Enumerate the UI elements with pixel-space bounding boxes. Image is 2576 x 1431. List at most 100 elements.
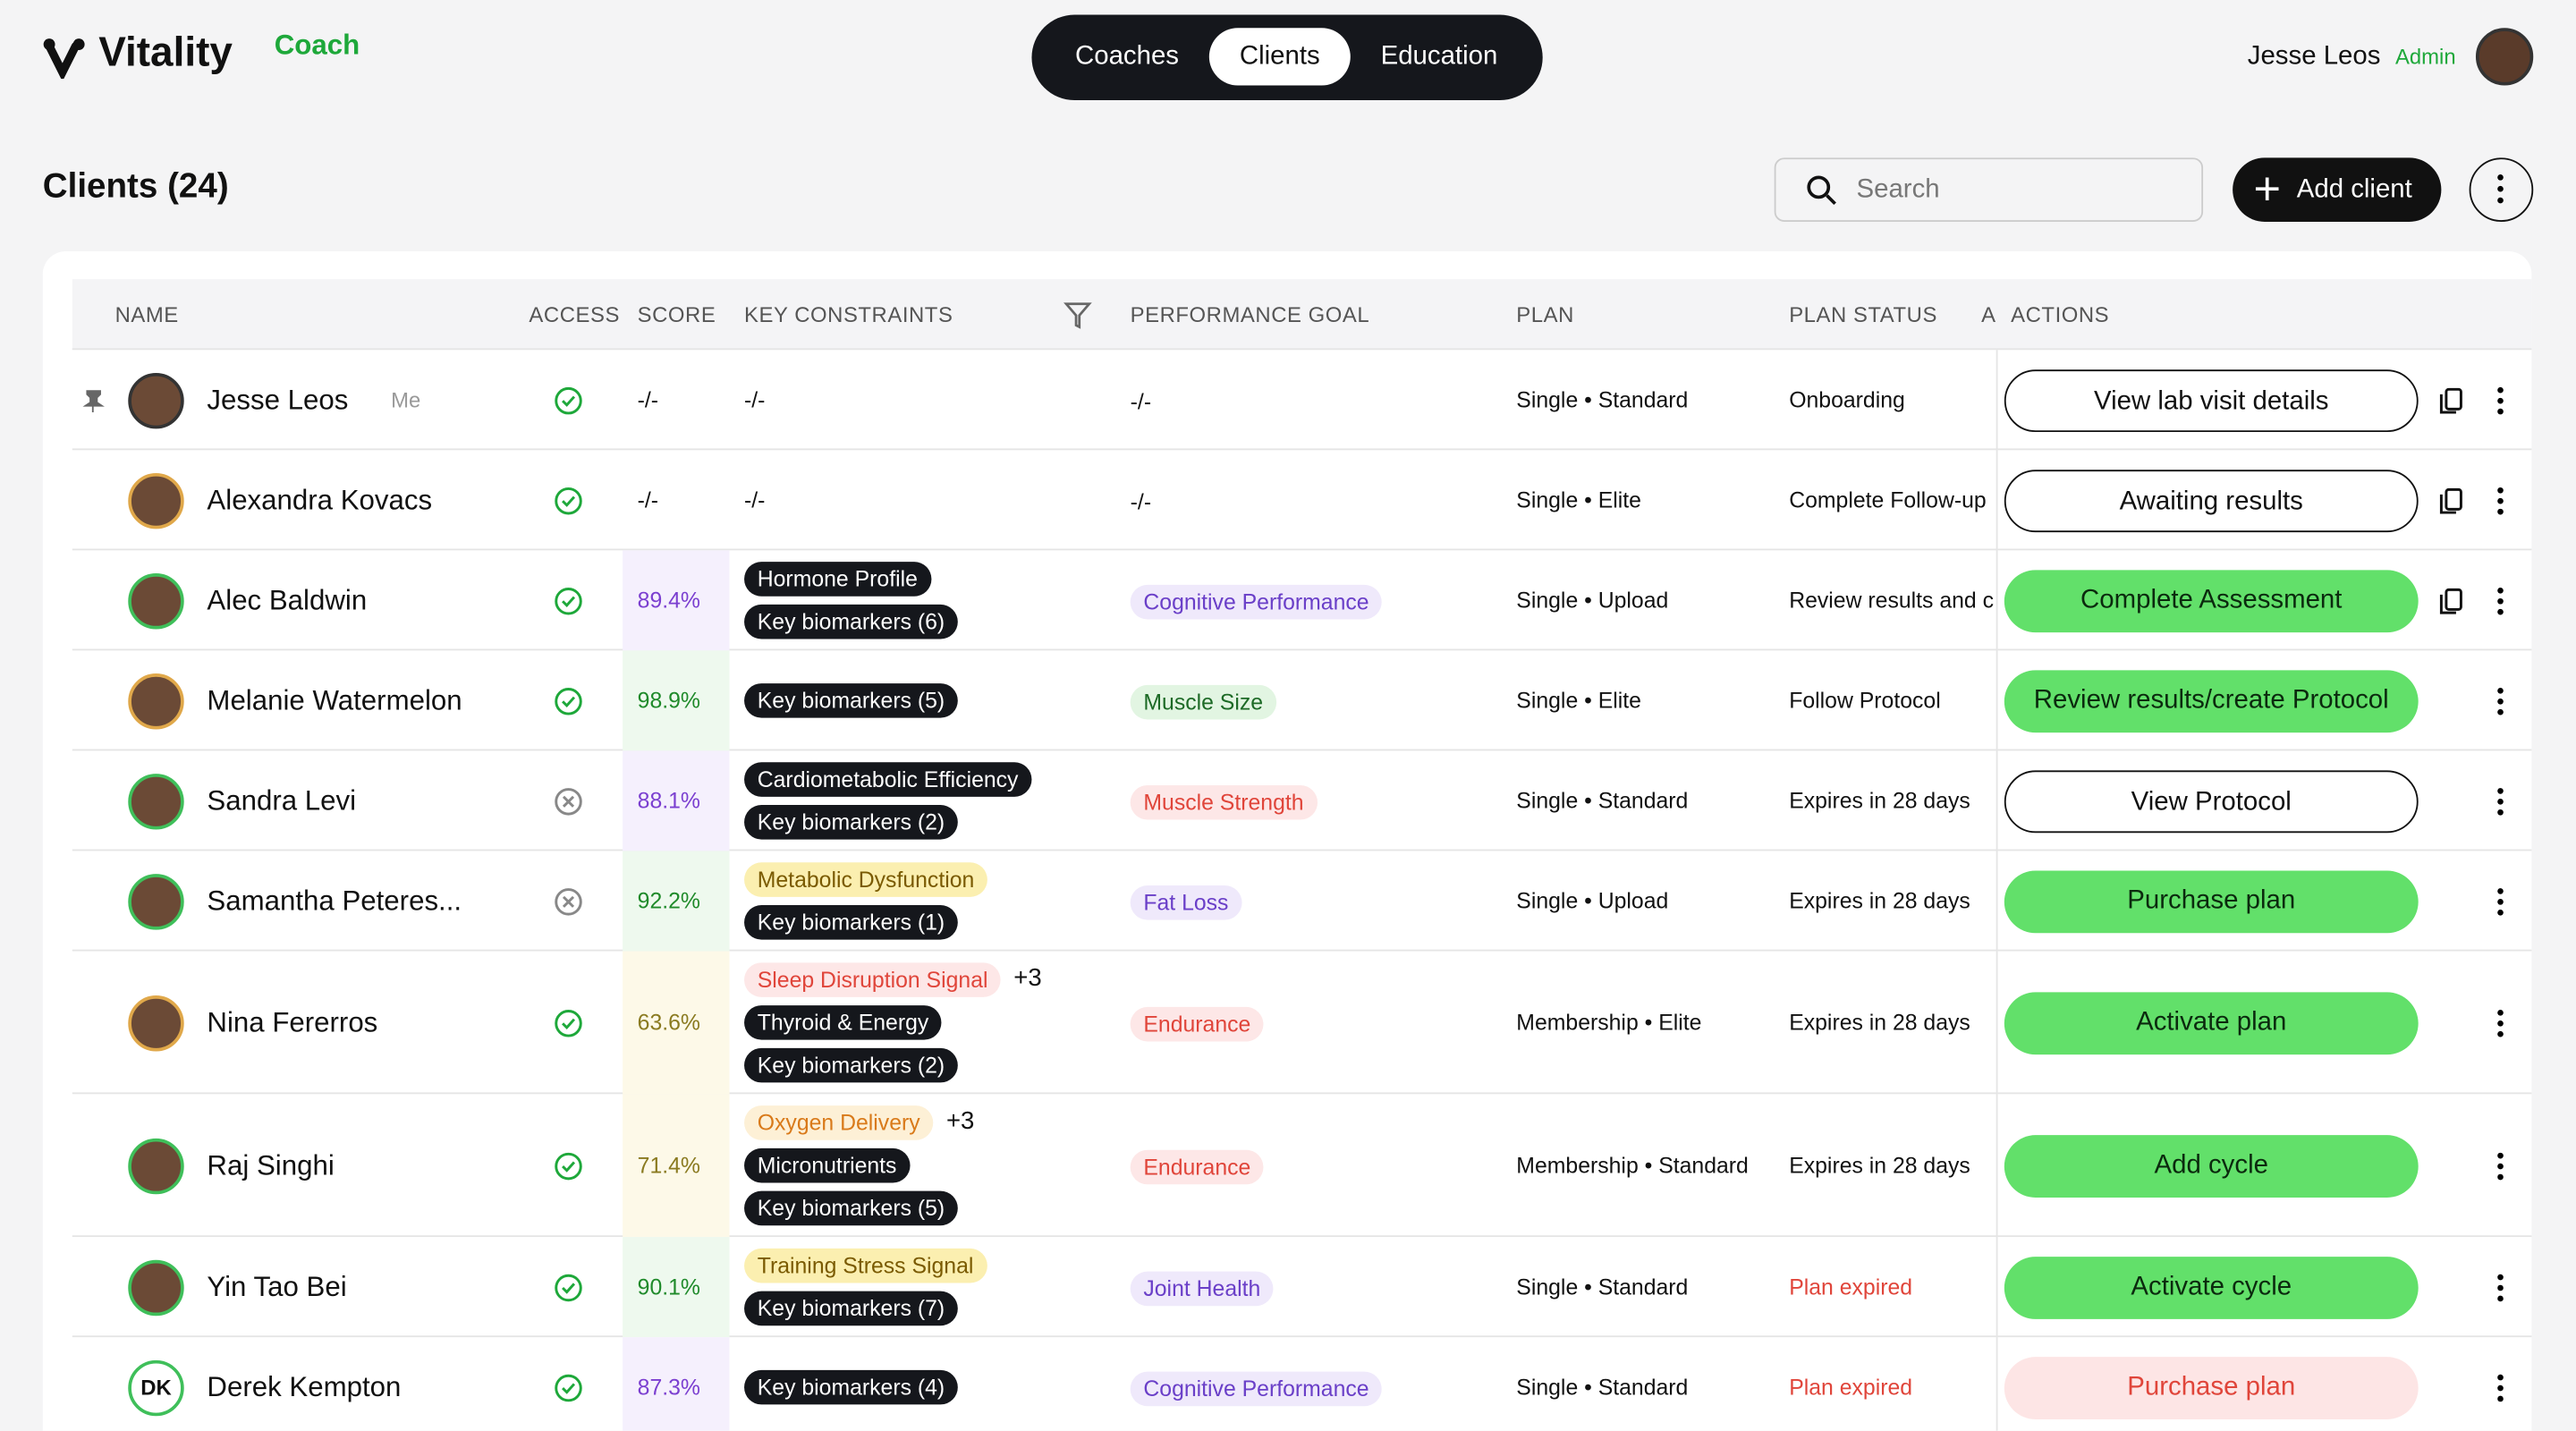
score: 92.2%	[637, 887, 700, 913]
row-menu[interactable]	[2484, 1371, 2517, 1404]
row-menu[interactable]	[2484, 885, 2517, 918]
plan-status: Expires in 28 days	[1789, 787, 1970, 813]
filter-icon[interactable]	[1063, 301, 1092, 330]
constraint-tag: Metabolic Dysfunction	[744, 862, 987, 897]
row-menu[interactable]	[2484, 1006, 2517, 1039]
avatar	[128, 372, 184, 428]
column-header: KEY CONSTRAINTS	[744, 301, 953, 327]
action-button[interactable]: Awaiting results	[2004, 469, 2419, 532]
client-name[interactable]: Nina Fererros	[207, 1006, 378, 1037]
score-cell	[623, 1094, 730, 1238]
client-name[interactable]: Alexandra Kovacs	[207, 483, 433, 515]
table-row	[72, 350, 2532, 451]
more-count[interactable]: +3	[1013, 964, 1042, 993]
action-button[interactable]: Activate cycle	[2004, 1256, 2419, 1318]
search-box[interactable]	[1774, 157, 2204, 222]
constraint-tag: Training Stress Signal	[744, 1248, 987, 1283]
nav-tab[interactable]: Education	[1380, 42, 1498, 71]
action-button[interactable]: Complete Assessment	[2004, 569, 2419, 632]
action-button[interactable]: Purchase plan	[2004, 1356, 2419, 1419]
copy-icon[interactable]	[2436, 486, 2466, 515]
constraint-tag: Key biomarkers (2)	[744, 805, 958, 840]
goal-tag: Endurance	[1130, 1006, 1265, 1041]
brand-sub: Coach	[274, 30, 360, 61]
row-menu[interactable]	[2484, 784, 2517, 817]
copy-icon[interactable]	[2436, 385, 2466, 415]
action-button[interactable]: View Protocol	[2004, 769, 2419, 833]
plan-status: Expires in 28 days	[1789, 887, 1970, 913]
plus-icon	[2255, 177, 2279, 201]
table-row	[72, 1094, 2532, 1238]
plan: Single • Standard	[1516, 1274, 1689, 1299]
avatar	[128, 995, 184, 1051]
avatar	[128, 773, 184, 829]
pin-icon[interactable]	[82, 388, 106, 412]
goal-tag: Joint Health	[1130, 1270, 1275, 1306]
user-role: Admin	[2394, 44, 2456, 70]
row-menu[interactable]	[2484, 484, 2517, 517]
search-icon	[1806, 174, 1839, 207]
access-icon	[554, 686, 583, 716]
avatar: DK	[128, 1359, 184, 1416]
client-name[interactable]: Jesse Leos	[207, 383, 349, 415]
avatar	[128, 472, 184, 529]
row-menu[interactable]	[2484, 584, 2517, 617]
brand: Vitality	[98, 30, 233, 76]
avatar	[128, 873, 184, 929]
row-menu[interactable]	[2484, 384, 2517, 417]
goal-tag: Fat Loss	[1130, 885, 1242, 919]
table-row	[72, 550, 2532, 651]
constraint-tag: Cardiometabolic Efficiency	[744, 762, 1032, 797]
row-menu[interactable]	[2484, 1149, 2517, 1182]
row-menu[interactable]	[2484, 1271, 2517, 1304]
column-header: ACCESS	[529, 301, 620, 327]
client-name[interactable]: Samantha Peteres...	[207, 885, 462, 916]
logo-icon	[43, 36, 86, 82]
client-name[interactable]: Derek Kempton	[207, 1370, 402, 1402]
action-button[interactable]: Add cycle	[2004, 1134, 2419, 1198]
action-button[interactable]: Review results/create Protocol	[2004, 669, 2419, 732]
access-icon	[554, 886, 583, 916]
plan-status: Expires in 28 days	[1789, 1152, 1970, 1178]
score-cell	[623, 1337, 730, 1431]
add-client-label: Add client	[2296, 175, 2412, 204]
client-name[interactable]: Yin Tao Bei	[207, 1270, 347, 1302]
nav-tab[interactable]: Clients	[1208, 28, 1351, 86]
access-icon	[554, 1273, 583, 1302]
constraint-tag: Key biomarkers (7)	[744, 1291, 958, 1326]
constraint-tag: Key biomarkers (5)	[744, 683, 958, 718]
column-header: PLAN	[1516, 301, 1574, 327]
table-row	[72, 1237, 2532, 1338]
client-name[interactable]: Alec Baldwin	[207, 583, 368, 615]
plan-status: Onboarding	[1789, 386, 1905, 412]
table-row	[72, 750, 2532, 851]
more-count[interactable]: +3	[945, 1106, 975, 1136]
table-row	[72, 650, 2532, 751]
column-header: PERFORMANCE GOAL	[1130, 301, 1370, 327]
access-icon	[554, 786, 583, 816]
constraint-tag: Oxygen Delivery	[744, 1105, 934, 1140]
goal-tag: -/-	[1130, 488, 1152, 513]
column-header: A	[1981, 301, 1996, 327]
copy-icon[interactable]	[2436, 586, 2466, 615]
column-header: PLAN STATUS	[1789, 301, 1937, 327]
me-tag: Me	[391, 386, 421, 412]
score: 87.3%	[637, 1374, 700, 1399]
user-avatar[interactable]	[2475, 28, 2534, 86]
action-button[interactable]: Purchase plan	[2004, 869, 2419, 933]
plan: Single • Standard	[1516, 787, 1689, 813]
client-name[interactable]: Sandra Levi	[207, 784, 357, 816]
action-button[interactable]: View lab visit details	[2004, 368, 2419, 432]
plan-status: Follow Protocol	[1789, 687, 1941, 713]
client-name[interactable]: Raj Singhi	[207, 1148, 335, 1181]
avatar	[128, 1258, 184, 1316]
nav-tab[interactable]: Coaches	[1074, 42, 1180, 71]
goal-tag: Muscle Strength	[1130, 784, 1318, 819]
constraint-tag: Hormone Profile	[744, 562, 931, 597]
client-name[interactable]: Melanie Watermelon	[207, 684, 462, 716]
action-button[interactable]: Activate plan	[2004, 991, 2419, 1054]
score: 88.1%	[637, 787, 700, 813]
more-button[interactable]	[2469, 157, 2534, 222]
row-menu[interactable]	[2484, 684, 2517, 717]
plan: Single • Elite	[1516, 487, 1641, 512]
